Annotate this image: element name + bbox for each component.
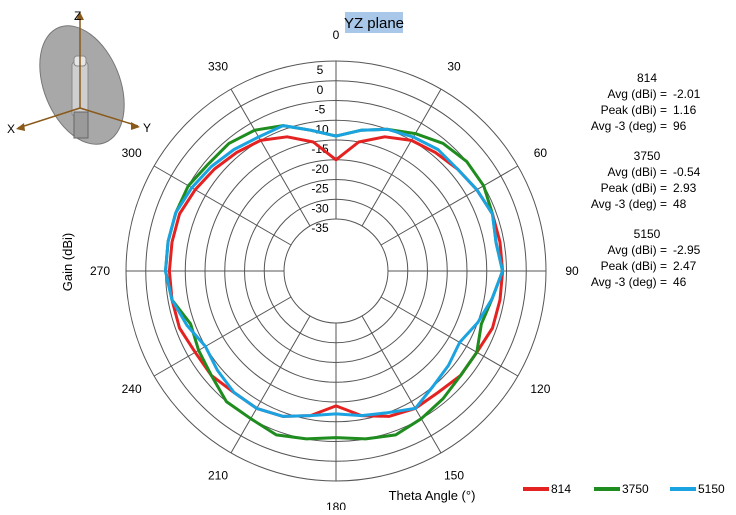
stats-label: Avg (dBi) = bbox=[608, 165, 667, 179]
stats-series-name: 5150 bbox=[634, 227, 661, 241]
angle-tick-labels: 0 30 60 90 120 150 180 210 240 270 300 330 bbox=[90, 28, 579, 514]
angle-tick-label: 30 bbox=[447, 60, 461, 74]
legend-label: 814 bbox=[551, 482, 571, 496]
grid-spoke bbox=[153, 296, 292, 377]
stats-value: 1.16 bbox=[673, 103, 697, 117]
stats-label: Avg (dBi) = bbox=[608, 87, 667, 101]
stats-value: 2.47 bbox=[673, 259, 697, 273]
inset-x-label: X bbox=[7, 122, 15, 136]
series-line-3750 bbox=[164, 124, 505, 441]
y-axis-label: Gain (dBi) bbox=[60, 233, 75, 292]
radial-tick-label: -5 bbox=[315, 103, 326, 117]
title-highlight-shape bbox=[345, 12, 403, 33]
stats-label: Peak (dBi) = bbox=[601, 181, 667, 195]
stats-label: Peak (dBi) = bbox=[601, 259, 667, 273]
stats-series-name: 3750 bbox=[634, 149, 661, 163]
stats-label: Avg -3 (deg) = bbox=[591, 119, 667, 133]
series-stats-panel: 814 Avg (dBi) = -2.01 Peak (dBi) = 1.16 Avg -… bbox=[591, 71, 701, 289]
series-line-5150 bbox=[164, 124, 505, 418]
stats-label: Avg (dBi) = bbox=[608, 243, 667, 257]
stats-value: -2.01 bbox=[673, 87, 701, 101]
stats-label: Avg -3 (deg) = bbox=[591, 275, 667, 289]
legend-label: 3750 bbox=[622, 482, 649, 496]
angle-tick-label: 240 bbox=[122, 382, 142, 396]
grid-spoke bbox=[380, 296, 519, 377]
polar-grid bbox=[125, 60, 547, 482]
angle-tick-label: 90 bbox=[565, 264, 579, 278]
stats-series-name: 814 bbox=[637, 71, 657, 85]
grid-spoke bbox=[230, 315, 311, 454]
legend: 814 3750 5150 bbox=[523, 482, 725, 496]
grid-spoke bbox=[230, 88, 311, 227]
antenna-base-shape bbox=[73, 111, 89, 139]
x-axis-label: Theta Angle (°) bbox=[389, 488, 476, 503]
grid-spoke bbox=[361, 315, 442, 454]
stats-value: 96 bbox=[673, 119, 687, 133]
stats-value: -0.54 bbox=[673, 165, 701, 179]
stats-label: Avg -3 (deg) = bbox=[591, 197, 667, 211]
radial-tick-label: -25 bbox=[311, 182, 329, 196]
inset-y-label: Y bbox=[143, 121, 151, 135]
stats-value: 46 bbox=[673, 275, 687, 289]
radial-tick-label: -35 bbox=[311, 221, 329, 235]
stats-label: Peak (dBi) = bbox=[601, 103, 667, 117]
antenna-orientation-inset: Z X Y bbox=[7, 9, 151, 145]
grid-spoke bbox=[380, 165, 519, 246]
z-arrowhead-shape bbox=[76, 12, 84, 20]
radial-tick-label: -20 bbox=[311, 162, 329, 176]
angle-tick-label: 180 bbox=[326, 500, 346, 510]
angle-tick-label: 150 bbox=[444, 468, 464, 482]
radial-tick-label: 5 bbox=[317, 63, 324, 77]
y-axis-arrow bbox=[79, 107, 139, 127]
stats-value: -2.95 bbox=[673, 243, 701, 257]
legend-label: 5150 bbox=[698, 482, 725, 496]
stats-value: 2.93 bbox=[673, 181, 697, 195]
x-arrowhead-shape bbox=[16, 123, 25, 131]
radial-tick-label: -30 bbox=[311, 201, 329, 215]
angle-tick-label: 60 bbox=[534, 146, 548, 160]
grid-spoke bbox=[153, 165, 292, 246]
grid-ring bbox=[283, 218, 389, 324]
y-arrowhead-shape bbox=[131, 122, 140, 130]
radial-tick-label: 0 bbox=[317, 83, 324, 97]
angle-tick-label: 330 bbox=[208, 60, 228, 74]
angle-tick-label: 270 bbox=[90, 264, 110, 278]
angle-tick-label: 120 bbox=[530, 382, 550, 396]
series-lines bbox=[164, 124, 505, 441]
angle-tick-label: 210 bbox=[208, 468, 228, 482]
chart-title: YZ plane bbox=[344, 15, 404, 32]
stats-value: 48 bbox=[673, 197, 687, 211]
angle-tick-label: 300 bbox=[122, 146, 142, 160]
inset-z-label: Z bbox=[74, 9, 81, 23]
angle-tick-label: 0 bbox=[333, 28, 340, 42]
grid-ring bbox=[263, 198, 409, 344]
grid-spoke bbox=[361, 88, 442, 227]
x-axis-arrow bbox=[17, 107, 81, 129]
